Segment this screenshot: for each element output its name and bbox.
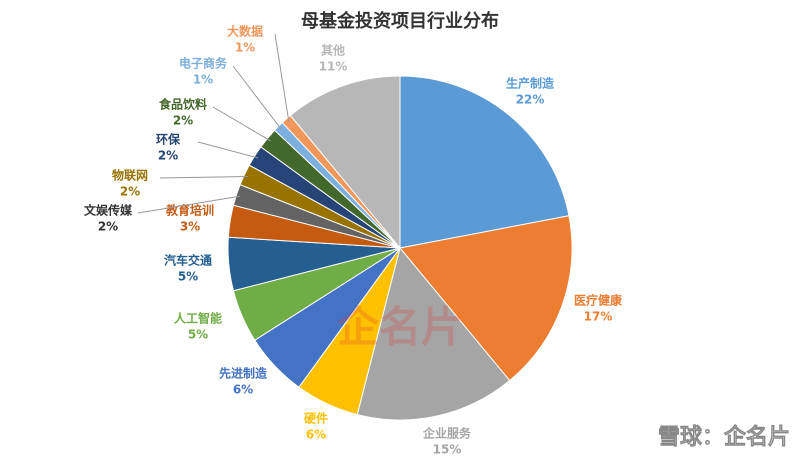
value-label: 11% [319, 60, 348, 74]
value-label: 2% [98, 220, 118, 234]
leader-line [197, 141, 259, 159]
leader-line [159, 175, 248, 179]
watermark: 雪球：企名片 [658, 424, 790, 450]
leader-line [274, 33, 290, 123]
value-label: 17% [584, 310, 613, 324]
value-label: 3% [180, 220, 200, 234]
value-label: 5% [188, 328, 208, 342]
value-label: 15% [433, 443, 462, 457]
pie-slice [399, 75, 570, 249]
category-label: 电子商务 [179, 56, 228, 71]
value-label: 6% [233, 383, 253, 397]
category-label: 医疗健康 [574, 293, 623, 308]
category-label: 先进制造 [219, 366, 268, 381]
watermark: 企名片 [337, 303, 463, 352]
category-label: 企业服务 [422, 426, 472, 441]
value-label: 1% [235, 41, 255, 55]
category-label: 其他 [321, 43, 345, 58]
value-label: 5% [178, 270, 198, 284]
value-label: 6% [306, 428, 326, 442]
category-label: 硬件 [304, 411, 328, 426]
chart-title: 母基金投资项目行业分布 [301, 10, 499, 32]
pie-slice [356, 246, 511, 421]
category-label: 汽车交通 [164, 253, 212, 268]
leader-line [212, 106, 271, 142]
leader-line [232, 65, 282, 130]
category-label: 生产制造 [506, 76, 555, 91]
pie-slice [289, 75, 401, 250]
category-label: 人工智能 [174, 311, 222, 326]
value-label: 2% [120, 185, 140, 199]
value-label: 22% [516, 93, 545, 107]
category-label: 食品饮料 [158, 97, 207, 112]
category-label: 物联网 [112, 168, 148, 183]
category-label: 大数据 [227, 24, 263, 39]
category-label: 环保 [156, 132, 181, 147]
value-label: 1% [193, 73, 213, 87]
leader-line [137, 195, 241, 214]
value-label: 2% [173, 114, 193, 128]
pie-slice [399, 215, 573, 382]
value-label: 2% [158, 149, 178, 163]
category-label: 文娱传媒 [84, 203, 133, 218]
